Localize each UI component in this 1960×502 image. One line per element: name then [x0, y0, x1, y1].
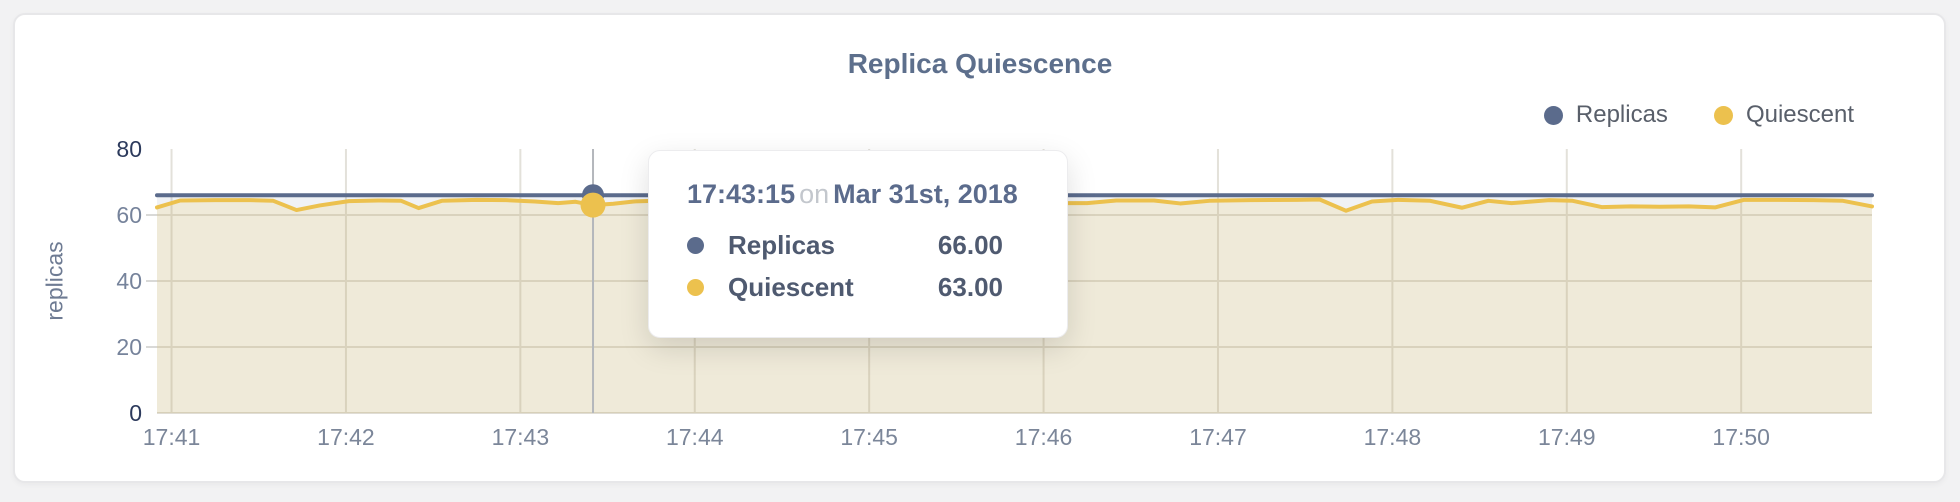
chart-title: Replica Quiescence	[847, 48, 1113, 79]
tooltip-label-replicas: Replicas	[728, 229, 835, 260]
quiescent-tooltip-dot-icon	[687, 278, 704, 296]
tooltip-row-quiescent: Quiescent 63.00	[687, 266, 1029, 308]
tooltip-title: 17:43:15 on Mar 31st, 2018	[687, 179, 1029, 210]
legend-label-replicas: Replicas	[1575, 101, 1668, 128]
tooltip-row-replicas: Replicas 66.00	[687, 224, 1029, 266]
y-axis-title: replicas	[41, 241, 68, 321]
legend-item-replicas[interactable]: Replicas	[1543, 101, 1668, 129]
legend-label-quiescent: Quiescent	[1745, 101, 1854, 128]
tooltip-date: Mar 31st, 2018	[833, 179, 1018, 209]
quiescent-legend-dot-icon	[1713, 105, 1733, 125]
legend: Replicas Quiescent	[1543, 101, 1854, 129]
legend-item-quiescent[interactable]: Quiescent	[1713, 101, 1854, 129]
tooltip-time: 17:43:15	[687, 179, 796, 209]
replicas-legend-dot-icon	[1543, 105, 1563, 125]
tooltip-label-quiescent: Quiescent	[728, 271, 854, 302]
tooltip-value-quiescent: 63.00	[937, 271, 1003, 302]
tooltip: 17:43:15 on Mar 31st, 2018 Replicas 66.00 …	[648, 150, 1068, 338]
tooltip-value-replicas: 66.00	[937, 229, 1003, 260]
replicas-tooltip-dot-icon	[687, 236, 704, 254]
tooltip-connector: on	[799, 179, 830, 209]
